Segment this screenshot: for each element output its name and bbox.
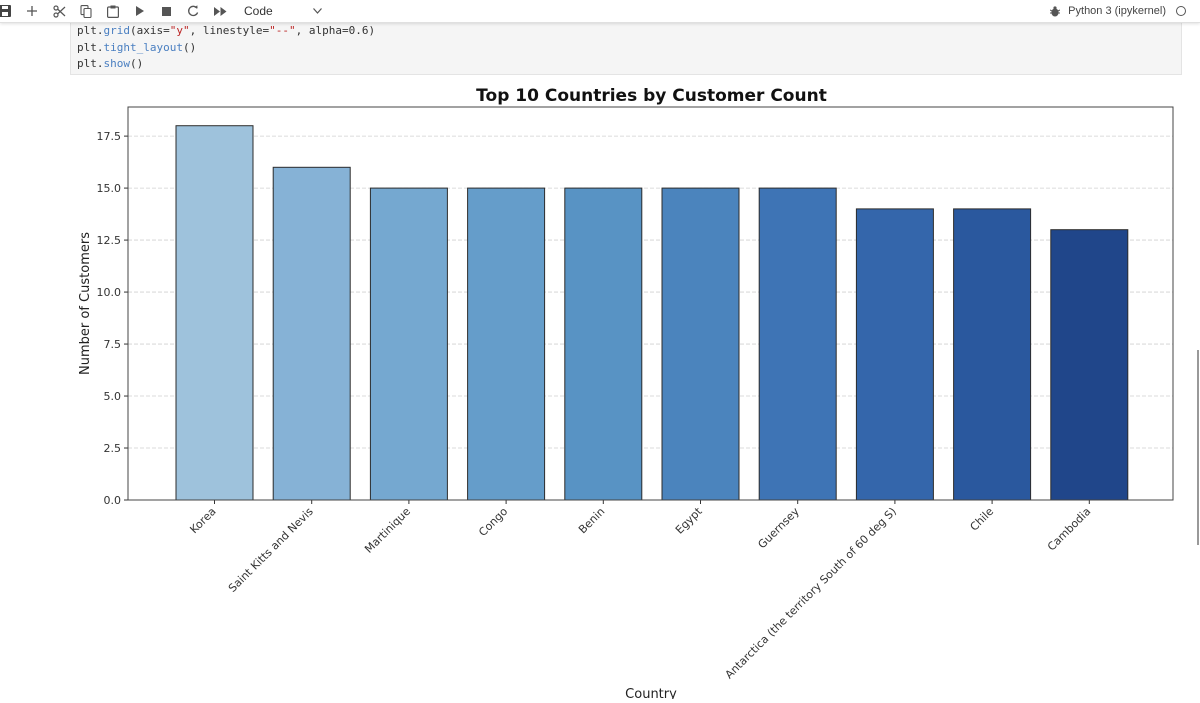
- bar: [175, 125, 254, 501]
- code-line-1: plt.grid(axis="y", linestyle="--", alpha…: [77, 24, 376, 37]
- x-tick-label: Egypt: [673, 504, 705, 536]
- y-tick-label: 5.0: [104, 390, 122, 403]
- x-tick-label: Congo: [476, 505, 510, 539]
- x-tick-label: Antarctica (the territory South of 60 de…: [723, 505, 899, 681]
- notebook-toolbar: Code Python 3 (ipykernel): [0, 0, 1200, 23]
- cut-icon[interactable]: [51, 2, 67, 20]
- code-cell[interactable]: plt.grid(axis="y", linestyle="--", alpha…: [70, 20, 1182, 75]
- y-tick-label: 7.5: [104, 338, 122, 351]
- x-tick-label: Cambodia: [1045, 505, 1094, 554]
- bar-chart: 0.0 2.5 5.0 7.5 10.0 12.5 15.0 17.5 Korea Saint K…: [78, 86, 1174, 702]
- kernel-status[interactable]: Python 3 (ipykernel): [1050, 2, 1186, 20]
- copy-icon[interactable]: [79, 2, 93, 20]
- chart-output: 0.0 2.5 5.0 7.5 10.0 12.5 15.0 17.5 Korea Saint K…: [0, 78, 1200, 702]
- y-tick-label: 15.0: [97, 182, 122, 195]
- x-tick-label: Chile: [968, 505, 997, 534]
- code-line-2: plt.tight_layout(): [77, 40, 197, 54]
- add-cell-icon[interactable]: [25, 2, 39, 20]
- x-tick-label: Benin: [576, 505, 607, 536]
- paste-icon[interactable]: [106, 2, 120, 20]
- code-line-3: plt.show(): [77, 57, 144, 70]
- y-axis-label: Number of Customers: [78, 232, 93, 375]
- y-tick-label: 10.0: [97, 286, 122, 299]
- x-tick-label: Martinique: [362, 505, 413, 556]
- run-icon[interactable]: [134, 2, 146, 20]
- bar: [758, 187, 837, 501]
- restart-icon[interactable]: [186, 2, 200, 20]
- x-axis-label: Country: [625, 687, 677, 699]
- scrollbar[interactable]: [1197, 350, 1199, 545]
- bar: [564, 187, 643, 501]
- kernel-name: Python 3 (ipykernel): [1068, 5, 1166, 17]
- x-tick-label: Korea: [187, 505, 218, 536]
- stop-icon[interactable]: [160, 2, 172, 20]
- cell-type-select[interactable]: Code: [236, 2, 326, 20]
- kernel-idle-icon: [1176, 6, 1186, 16]
- bar: [369, 187, 448, 501]
- chevron-down-icon: [313, 8, 322, 14]
- bug-icon[interactable]: [1050, 5, 1061, 17]
- y-tick-label: 0.0: [104, 494, 122, 507]
- bar: [661, 187, 740, 501]
- y-tick-label: 17.5: [97, 130, 122, 143]
- save-icon[interactable]: [0, 2, 12, 20]
- axes-frame: [127, 106, 1174, 501]
- y-tick-label: 2.5: [104, 442, 122, 455]
- bar: [953, 208, 1032, 501]
- bar: [1050, 229, 1129, 501]
- x-tick-label: Saint Kitts and Nevis: [226, 505, 316, 595]
- bar: [467, 187, 546, 501]
- y-tick-label: 12.5: [97, 234, 122, 247]
- cell-type-value: Code: [244, 4, 273, 18]
- chart-title: Top 10 Countries by Customer Count: [476, 86, 827, 106]
- bar: [272, 166, 351, 501]
- x-tick-label: Guernsey: [755, 505, 802, 552]
- fast-forward-icon[interactable]: [212, 2, 228, 20]
- bar: [855, 208, 934, 501]
